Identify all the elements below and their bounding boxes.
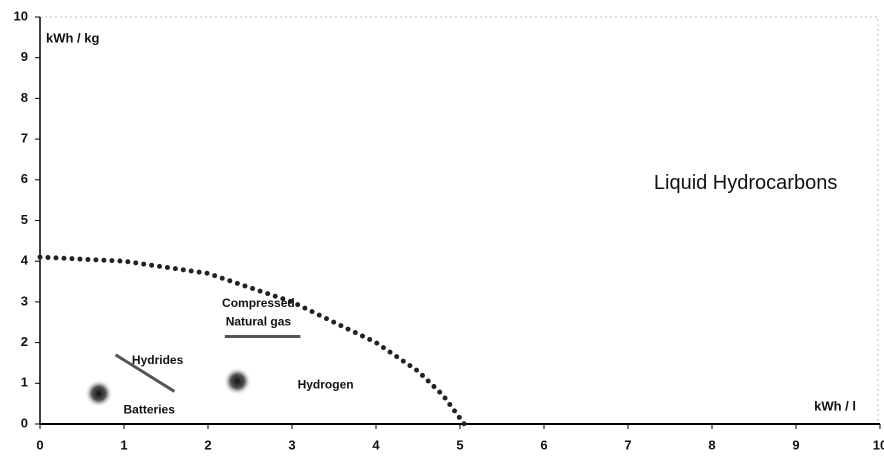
annotation: Batteries (124, 403, 176, 417)
x-tick-label: 4 (372, 437, 380, 452)
annotation: Natural gas (226, 314, 292, 328)
boundary-curve (37, 254, 467, 427)
y-tick-label: 10 (14, 8, 28, 23)
annotation: Liquid Hydrocarbons (654, 172, 837, 194)
blob-point (84, 379, 113, 408)
region-segment (114, 353, 176, 393)
y-tick-label: 3 (21, 293, 28, 308)
y-tick-label: 8 (21, 90, 28, 105)
y-tick-label: 4 (21, 253, 29, 268)
x-tick-label: 9 (792, 437, 799, 452)
x-axis-label: kWh / l (814, 398, 856, 413)
y-tick-label: 0 (21, 415, 28, 430)
y-tick-label: 2 (21, 334, 28, 349)
x-tick-label: 2 (204, 437, 211, 452)
blob-point (223, 367, 252, 396)
x-tick-label: 6 (540, 437, 547, 452)
annotation: Hydrides (132, 353, 184, 367)
y-tick-label: 1 (21, 375, 28, 390)
annotation: Compressed (222, 296, 295, 310)
x-tick-label: 8 (708, 437, 715, 452)
x-tick-label: 5 (456, 437, 463, 452)
x-tick-label: 0 (36, 437, 43, 452)
y-tick-label: 9 (21, 49, 28, 64)
x-tick-label: 7 (624, 437, 631, 452)
y-tick-label: 7 (21, 131, 28, 146)
x-tick-label: 3 (288, 437, 295, 452)
y-tick-label: 6 (21, 171, 28, 186)
y-tick-label: 5 (21, 212, 28, 227)
x-tick-label: 1 (120, 437, 127, 452)
x-tick-label: 10 (873, 437, 884, 452)
y-axis-label: kWh / kg (46, 30, 100, 45)
annotation: Hydrogen (298, 378, 354, 392)
